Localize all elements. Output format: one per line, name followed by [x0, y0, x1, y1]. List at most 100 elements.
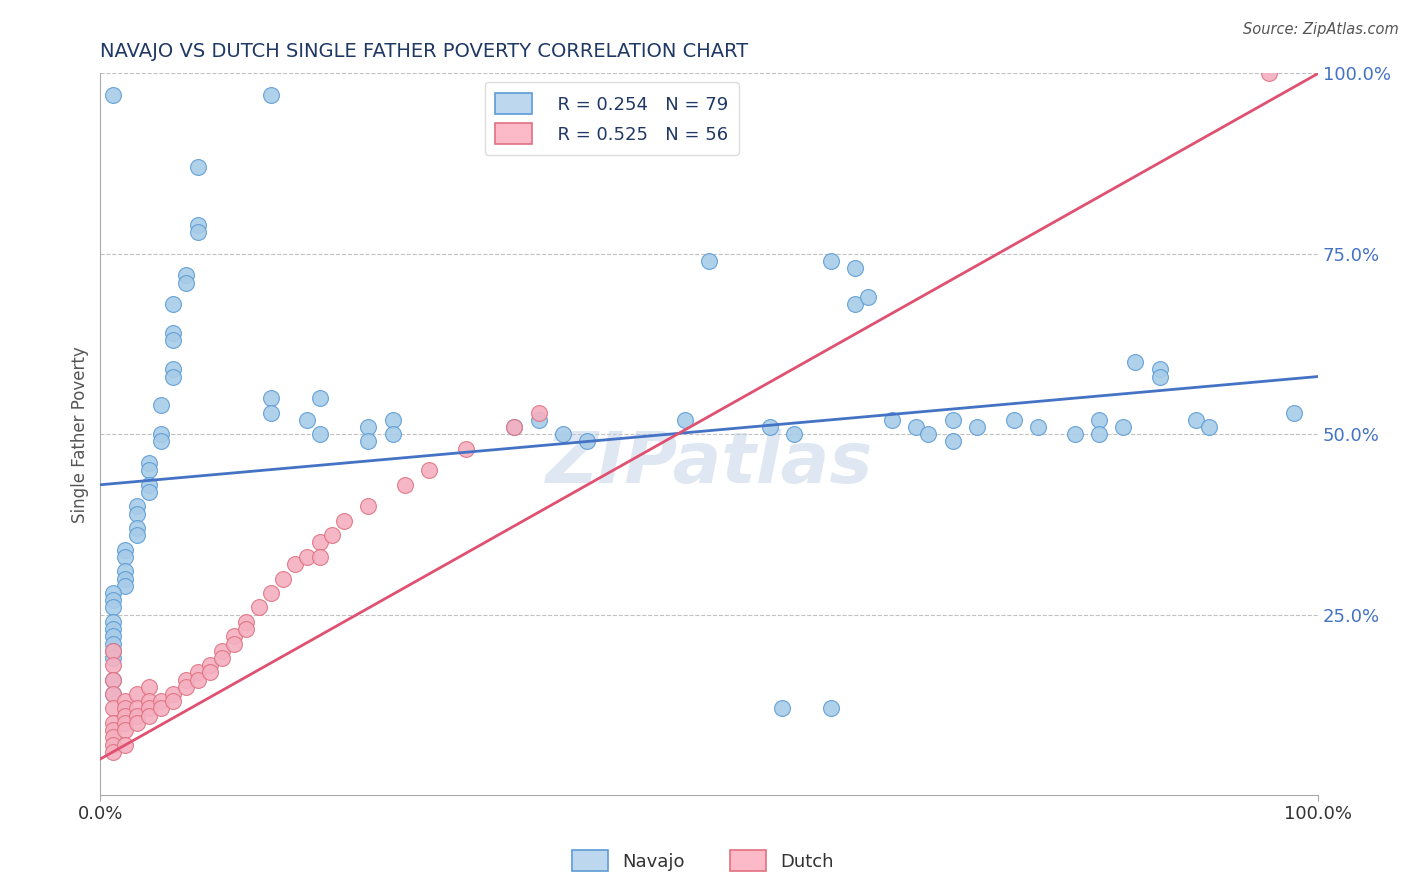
Point: [101, 738, 124, 752]
Point: [454, 442, 477, 456]
Point: [211, 651, 233, 665]
Point: [101, 687, 124, 701]
Point: [138, 694, 160, 708]
Text: ZIPatlas: ZIPatlas: [546, 429, 873, 498]
Point: [308, 535, 330, 549]
Point: [101, 687, 124, 701]
Point: [576, 434, 599, 449]
Point: [114, 708, 136, 723]
Point: [125, 687, 148, 701]
Point: [333, 514, 356, 528]
Point: [503, 420, 526, 434]
Point: [942, 413, 965, 427]
Point: [381, 427, 404, 442]
Point: [308, 427, 330, 442]
Text: Source: ZipAtlas.com: Source: ZipAtlas.com: [1243, 22, 1399, 37]
Point: [101, 745, 124, 759]
Point: [101, 622, 124, 636]
Point: [125, 507, 148, 521]
Point: [321, 528, 343, 542]
Point: [527, 413, 550, 427]
Point: [856, 290, 879, 304]
Point: [1198, 420, 1220, 434]
Point: [114, 738, 136, 752]
Point: [187, 160, 209, 174]
Point: [114, 694, 136, 708]
Point: [125, 701, 148, 715]
Point: [101, 723, 124, 738]
Point: [247, 600, 270, 615]
Point: [357, 434, 380, 449]
Point: [162, 326, 184, 341]
Point: [527, 406, 550, 420]
Point: [101, 701, 124, 715]
Point: [503, 88, 526, 103]
Point: [211, 644, 233, 658]
Point: [187, 673, 209, 687]
Point: [224, 629, 246, 643]
Legend: Navajo, Dutch: Navajo, Dutch: [565, 843, 841, 879]
Point: [101, 644, 124, 658]
Point: [114, 572, 136, 586]
Point: [138, 701, 160, 715]
Point: [357, 500, 380, 514]
Point: [759, 420, 782, 434]
Point: [1088, 427, 1111, 442]
Point: [150, 398, 173, 412]
Point: [1282, 406, 1305, 420]
Y-axis label: Single Father Poverty: Single Father Poverty: [72, 346, 89, 523]
Point: [138, 708, 160, 723]
Point: [844, 261, 866, 276]
Point: [101, 673, 124, 687]
Point: [174, 268, 197, 283]
Point: [138, 463, 160, 477]
Point: [260, 586, 283, 600]
Point: [150, 427, 173, 442]
Point: [697, 254, 720, 268]
Point: [1149, 369, 1171, 384]
Point: [114, 579, 136, 593]
Point: [162, 362, 184, 376]
Point: [162, 687, 184, 701]
Point: [138, 485, 160, 500]
Point: [101, 629, 124, 643]
Point: [1088, 413, 1111, 427]
Point: [101, 715, 124, 730]
Point: [198, 665, 221, 680]
Point: [101, 644, 124, 658]
Point: [673, 413, 696, 427]
Point: [905, 420, 928, 434]
Point: [1063, 427, 1085, 442]
Point: [187, 665, 209, 680]
Point: [101, 636, 124, 650]
Point: [187, 218, 209, 232]
Point: [138, 456, 160, 470]
Point: [880, 413, 903, 427]
Point: [162, 297, 184, 311]
Point: [101, 673, 124, 687]
Point: [138, 477, 160, 491]
Point: [125, 708, 148, 723]
Point: [138, 680, 160, 694]
Point: [1026, 420, 1049, 434]
Legend:   R = 0.254   N = 79,   R = 0.525   N = 56: R = 0.254 N = 79, R = 0.525 N = 56: [485, 82, 740, 155]
Point: [224, 636, 246, 650]
Point: [820, 254, 842, 268]
Point: [357, 420, 380, 434]
Point: [418, 463, 440, 477]
Point: [174, 673, 197, 687]
Point: [125, 528, 148, 542]
Point: [966, 420, 988, 434]
Point: [503, 420, 526, 434]
Point: [150, 701, 173, 715]
Point: [114, 723, 136, 738]
Point: [235, 615, 257, 629]
Point: [114, 542, 136, 557]
Point: [308, 549, 330, 564]
Point: [162, 369, 184, 384]
Point: [114, 701, 136, 715]
Point: [150, 694, 173, 708]
Point: [125, 500, 148, 514]
Point: [1258, 66, 1281, 80]
Point: [297, 413, 319, 427]
